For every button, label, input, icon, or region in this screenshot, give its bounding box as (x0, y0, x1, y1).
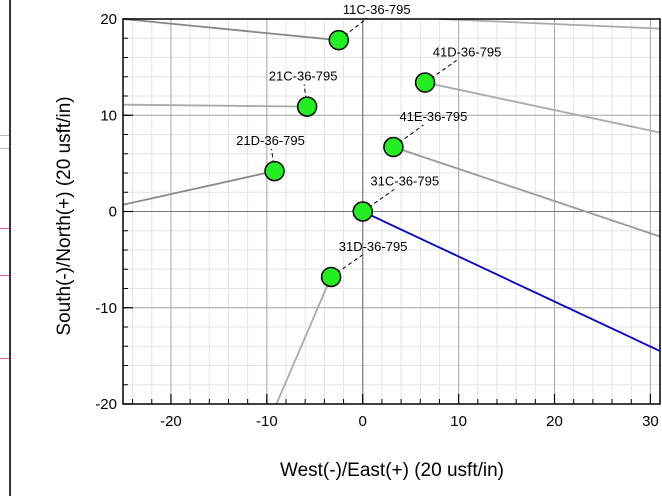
well-marker (320, 266, 342, 288)
edge-mark (0, 148, 9, 149)
trajectory-line (424, 81, 661, 134)
well-points (264, 29, 436, 288)
x-tick-label: -20 (160, 413, 182, 430)
trajectory-line (275, 276, 332, 405)
edge-mark (0, 358, 9, 359)
trajectory-line (122, 103, 308, 108)
x-tick-label: 20 (546, 413, 563, 430)
y-tick-label: 10 (100, 107, 117, 124)
x-tick-label: -10 (256, 413, 278, 430)
well-label: 11C-36-795 (343, 2, 411, 17)
well-marker (296, 96, 318, 117)
well-label: 31D-36-795 (339, 239, 408, 254)
left-window-edge (9, 0, 11, 496)
well-label: 41E-36-795 (399, 109, 467, 124)
y-tick-label: -10 (95, 300, 117, 317)
trajectory-line (122, 18, 339, 42)
well-marker (383, 136, 404, 158)
well-label: 41D-36-795 (433, 45, 502, 60)
edge-mark (0, 275, 9, 276)
y-tick-label: 20 (100, 11, 117, 28)
trajectory-line (393, 146, 661, 238)
trajectory-line (122, 170, 275, 206)
y-tick-label: -20 (95, 396, 117, 413)
trajectory-line (362, 210, 661, 352)
well-marker (328, 29, 350, 51)
label-leader (393, 124, 424, 148)
edge-mark (0, 228, 9, 229)
well-marker (264, 160, 285, 182)
axes: -20 -10 0 10 20 30 -20 -10 0 10 20 (95, 11, 661, 430)
well-label: 21C-36-795 (269, 69, 338, 84)
x-tick-label: 10 (450, 413, 467, 430)
x-axis-label: West(-)/East(+) (20 usft/in) (280, 460, 504, 481)
trajectories (122, 18, 661, 405)
y-tick-label: 0 (109, 204, 117, 221)
y-axis-label: South(-)/North(+) (20 usft/in) (54, 96, 75, 335)
edge-mark (0, 135, 9, 136)
x-tick-label: 0 (359, 413, 367, 430)
well-marker (352, 201, 373, 222)
well-labels: 11C-36-795 41D-36-795 21C-36-795 41E-36-795… (236, 2, 501, 254)
label-leader (338, 17, 368, 41)
x-tick-label: 30 (642, 413, 659, 430)
well-marker (414, 72, 436, 93)
well-label: 21D-36-795 (236, 133, 305, 148)
trajectory-line (439, 18, 661, 30)
well-label: 31C-36-795 (370, 174, 439, 189)
